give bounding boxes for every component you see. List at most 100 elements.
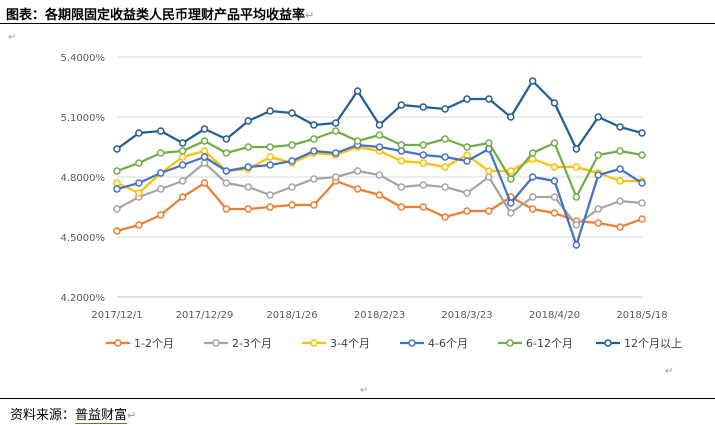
legend-item: 1-2个月 [106, 337, 174, 350]
x-tick-label: 2018/4/20 [529, 310, 580, 321]
data-point [135, 179, 143, 187]
data-point [550, 177, 559, 185]
data-point [638, 179, 646, 187]
x-tick-label: 2018/1/26 [266, 310, 317, 321]
data-point [222, 179, 231, 187]
legend-label: 3-4个月 [330, 337, 370, 350]
legend-label: 2-3个月 [232, 337, 272, 350]
data-point [463, 157, 471, 165]
data-point [528, 205, 537, 213]
data-point [310, 175, 318, 183]
paragraph-mark-icon: ↵ [8, 32, 17, 43]
data-point [310, 201, 318, 209]
data-point [485, 173, 493, 181]
x-tick-label: 2017/12/29 [176, 310, 234, 321]
data-point [375, 121, 384, 129]
source-line: 资料来源：普益财富↵ [10, 404, 137, 424]
data-point [157, 169, 165, 177]
paragraph-mark-icon: ↵ [305, 9, 315, 22]
data-point [178, 153, 187, 161]
data-point [419, 151, 427, 159]
series-lines [113, 77, 646, 249]
data-point [507, 209, 515, 217]
data-point [485, 139, 493, 147]
data-point [419, 203, 427, 211]
data-point [244, 183, 252, 191]
data-point [178, 147, 187, 155]
series-2-3个月 [113, 159, 646, 229]
data-point [244, 143, 252, 151]
data-point [113, 145, 121, 153]
data-point [157, 127, 165, 135]
x-tick-label: 2018/2/23 [354, 310, 405, 321]
data-point [550, 209, 559, 217]
data-point [441, 135, 449, 143]
data-point [441, 153, 449, 161]
data-point [485, 167, 493, 175]
x-tick-label: 2017/12/1 [91, 310, 142, 321]
legend-swatch-marker [212, 339, 220, 347]
data-point [178, 193, 187, 201]
data-point [441, 183, 449, 191]
data-point [572, 145, 581, 153]
data-point [288, 141, 296, 149]
data-point [375, 131, 384, 139]
data-point [485, 207, 493, 215]
data-point [528, 149, 537, 157]
data-point [332, 149, 340, 157]
data-point [419, 181, 427, 189]
y-tick-label: 4.5000% [61, 233, 106, 244]
data-point [135, 221, 143, 229]
data-point [550, 139, 559, 147]
data-point [200, 159, 209, 167]
data-point [616, 223, 624, 231]
data-point [266, 161, 274, 169]
data-point [288, 183, 296, 191]
legend-item: 12个月以上 [596, 337, 682, 350]
legend-swatch-marker [408, 339, 416, 347]
data-point [332, 119, 340, 127]
data-point [266, 143, 274, 151]
data-point [594, 151, 602, 159]
data-point [266, 107, 274, 115]
chart-title-text: 图表：各期限固定收益类人民币理财产品平均收益率 [6, 8, 306, 23]
legend-swatch-marker [310, 339, 318, 347]
data-point [594, 113, 602, 121]
data-point [397, 183, 406, 191]
data-point [200, 137, 209, 145]
series-line [116, 79, 643, 151]
paragraph-mark-icon: ↵ [127, 409, 137, 422]
data-point [397, 203, 406, 211]
line-chart: 4.2000% 4.5000% 4.8000% 5.1000% 5.4000% 2017… [61, 53, 683, 350]
data-point [113, 205, 121, 213]
legend-swatch-marker [506, 339, 514, 347]
data-point [572, 163, 581, 171]
data-point [419, 141, 427, 149]
data-point [485, 95, 493, 103]
data-point [288, 109, 296, 117]
legend-label: 1-2个月 [134, 337, 174, 350]
data-point [332, 173, 340, 181]
data-point [353, 185, 362, 193]
source-label: 资料来源： [10, 408, 76, 423]
data-point [463, 189, 471, 197]
legend-item: 4-6个月 [400, 337, 468, 350]
data-point [157, 211, 165, 219]
data-point [310, 121, 318, 129]
data-point [113, 179, 121, 187]
series-12个月以上 [113, 77, 646, 153]
data-point [419, 159, 427, 167]
data-point [550, 193, 559, 201]
y-tick-label: 4.8000% [61, 173, 106, 184]
data-point [222, 135, 231, 143]
data-point [157, 185, 165, 193]
data-point [288, 201, 296, 209]
legend-swatch-marker [114, 339, 122, 347]
data-point [135, 159, 143, 167]
data-point [441, 163, 449, 171]
data-point [616, 165, 624, 173]
data-point [222, 167, 231, 175]
data-point [572, 221, 581, 229]
data-point [397, 147, 406, 155]
data-point [178, 139, 187, 147]
